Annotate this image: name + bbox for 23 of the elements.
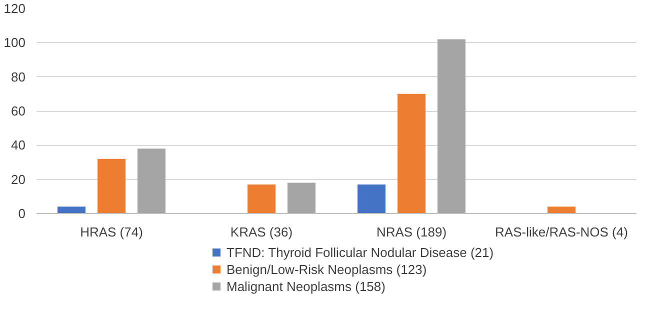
x-tick-label: RAS-like/RAS-NOS (4) [495,224,628,240]
bar [288,182,316,214]
y-tick-label: 60 [11,104,26,118]
bar [98,158,126,214]
y-tick-label: 40 [11,138,26,153]
y-tick-label: 80 [11,69,26,84]
y-tick-label: 20 [11,172,26,187]
bar [248,184,276,214]
legend-label: TFND: Thyroid Follicular Nodular Disease (21) [226,245,494,260]
legend-label: Malignant Neoplasms (158) [226,279,386,294]
bar [438,39,466,214]
x-tick-label: NRAS (189) [376,224,447,240]
bar [398,94,426,214]
bar [548,206,576,214]
bar [58,206,86,214]
legend-label: Benign/Low-Risk Neoplasms (123) [226,262,427,277]
y-tick-label: 120 [4,1,26,16]
y-tick-label: 0 [18,206,26,221]
bar [358,184,386,214]
bar [138,148,166,214]
x-tick-label: HRAS (74) [80,224,143,240]
x-tick-label: KRAS (36) [230,224,293,240]
y-tick-label: 100 [4,35,26,50]
